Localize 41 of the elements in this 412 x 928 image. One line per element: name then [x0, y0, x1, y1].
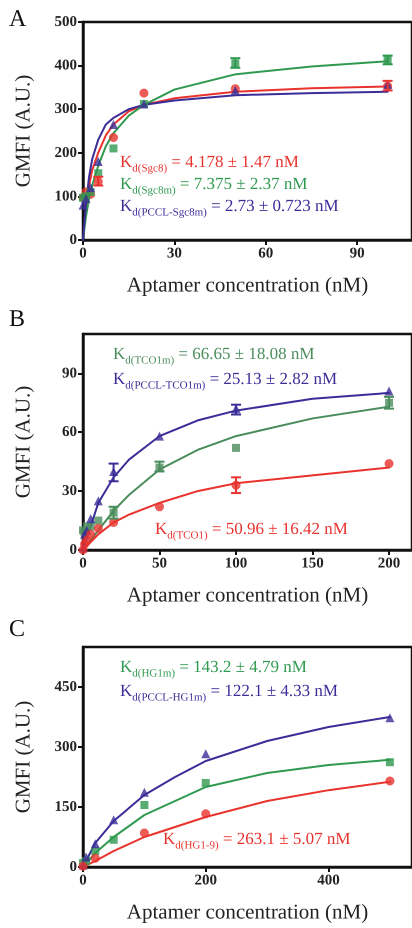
- y-tick-label: 300: [54, 739, 77, 755]
- y-tick-label: 500: [54, 14, 77, 30]
- annotation: K$_{d(HG1m)}$ = 143.2 ± 4.79 nM: [120, 657, 307, 680]
- x-tick-label: 100: [224, 556, 248, 572]
- annotation: K$_{d(Sgc8)}$ = 4.178 ± 1.47 nM: [120, 152, 299, 174]
- x-axis-title: Aptamer concentration (nM): [126, 582, 368, 606]
- annotation: K$_{d(TCO1)}$ = 50.96 ± 16.42 nM: [155, 519, 348, 544]
- annotation: K$_{d(PCCL-HG1m)}$ = 122.1 ± 4.33 nM: [120, 681, 338, 706]
- annotation: K$_{d(PCCL-Sgc8m)}$ = 2.73 ± 0.723 nM: [120, 196, 339, 220]
- y-axis-title: GMFI (A.U.): [10, 386, 34, 498]
- y-tick-label: 300: [54, 101, 77, 118]
- y-tick-label: 100: [54, 188, 77, 204]
- x-tick-label: 30: [166, 246, 182, 262]
- annotation: K$_{d(TCO1m)}$ = 66.65 ± 18.08 nM: [113, 344, 314, 368]
- x-tick-label: 50: [152, 556, 168, 572]
- y-axis-title: GMFI (A.U.): [10, 700, 34, 814]
- y-tick-label: 150: [54, 799, 77, 815]
- y-tick-label: 0: [70, 232, 77, 248]
- x-tick-label: 60: [258, 246, 274, 262]
- chart-title: B: [9, 306, 26, 332]
- chart-title: A: [9, 6, 27, 32]
- annotation: K$_{d(HG1-9)}$ = 263.1 ± 5.07 nM: [163, 829, 350, 854]
- x-tick-label: 400: [317, 872, 340, 888]
- x-tick-label: 200: [378, 556, 400, 572]
- annotation: K$_{d(Sgc8m)}$ = 7.375 ± 2.37 nM: [120, 174, 308, 196]
- x-axis-title: Aptamer concentration (nM): [126, 272, 368, 296]
- y-tick-label: 90: [62, 365, 77, 382]
- x-tick-label: 90: [350, 246, 365, 262]
- x-axis-title: Aptamer concentration (nM): [126, 900, 368, 924]
- y-axis-title: GMFI (A.U.): [10, 74, 34, 188]
- chart-title: C: [9, 616, 26, 642]
- x-tick-label: 200: [194, 872, 218, 888]
- annotation: K$_{d(PCCL-TCO1m)}$ = 25.13 ± 2.82 nM: [113, 369, 338, 394]
- y-tick-label: 0: [70, 859, 77, 875]
- y-tick-label: 60: [62, 424, 77, 440]
- y-tick-label: 30: [62, 483, 77, 500]
- x-tick-label: 150: [301, 556, 324, 572]
- y-tick-label: 400: [54, 58, 77, 74]
- y-tick-label: 200: [54, 144, 77, 161]
- y-tick-label: 0: [70, 542, 77, 558]
- y-tick-label: 450: [54, 679, 77, 695]
